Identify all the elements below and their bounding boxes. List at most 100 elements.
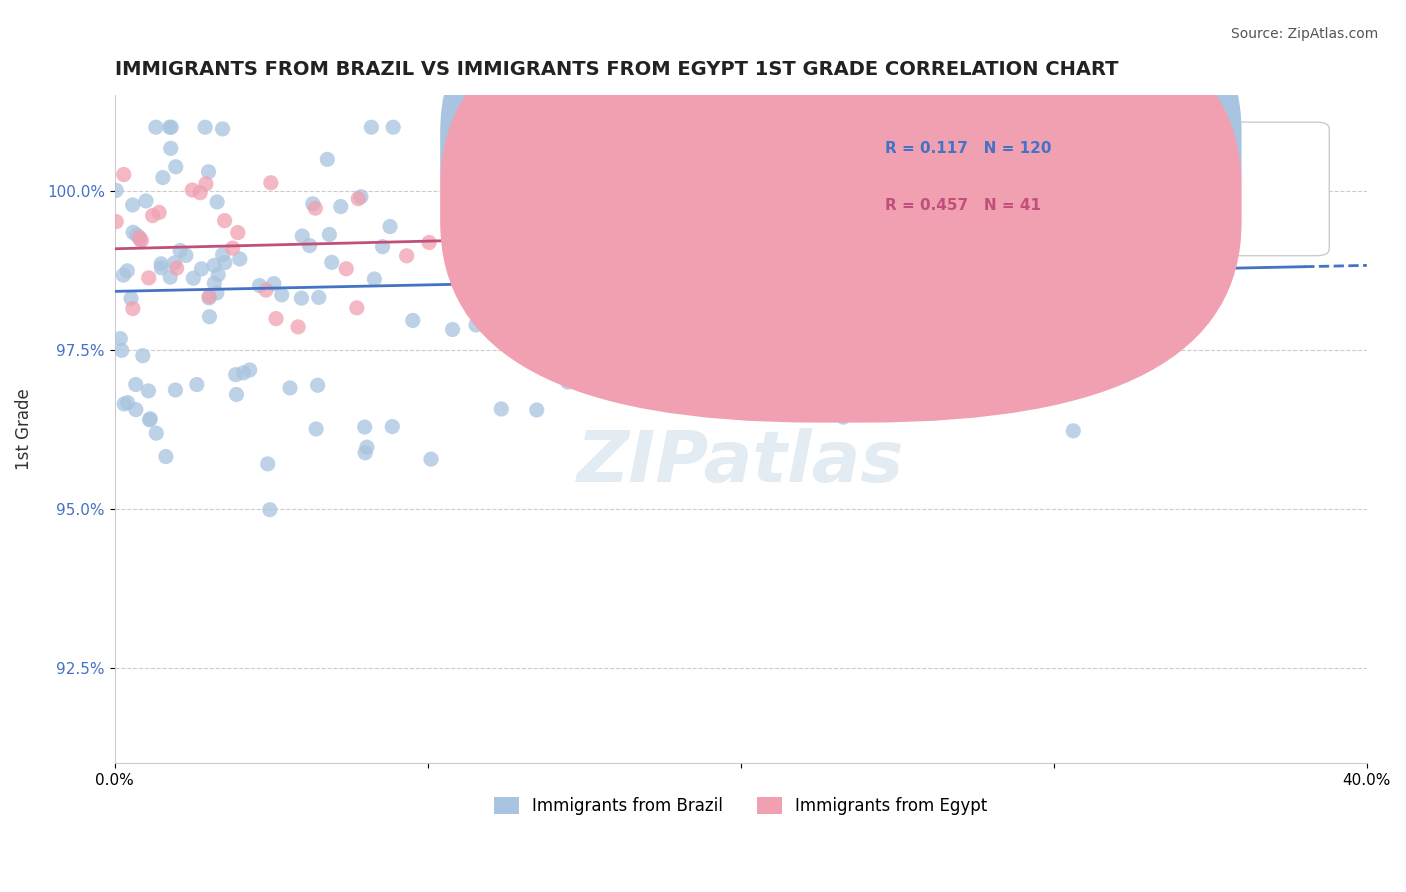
Immigrants from Brazil	[360, 120, 382, 135]
Immigrants from Brazil	[291, 229, 314, 244]
Immigrants from Brazil	[225, 368, 247, 382]
Immigrants from Brazil	[465, 318, 488, 332]
Immigrants from Egypt	[131, 234, 153, 248]
Immigrants from Brazil	[211, 248, 233, 262]
Immigrants from Brazil	[446, 219, 468, 234]
Immigrants from Brazil	[526, 403, 548, 417]
Immigrants from Egypt	[304, 201, 326, 215]
FancyBboxPatch shape	[790, 122, 1329, 256]
Immigrants from Egypt	[264, 311, 287, 326]
Immigrants from Egypt	[444, 253, 467, 268]
Immigrants from Brazil	[321, 255, 343, 269]
Immigrants from Brazil	[259, 502, 281, 516]
Immigrants from Brazil	[920, 120, 942, 135]
Immigrants from Brazil	[318, 227, 340, 242]
Immigrants from Brazil	[256, 457, 278, 471]
Immigrants from Brazil	[301, 196, 323, 211]
Immigrants from Brazil	[508, 217, 530, 231]
Immigrants from Brazil	[138, 384, 160, 398]
Immigrants from Brazil	[122, 225, 145, 239]
Immigrants from Egypt	[418, 235, 440, 250]
Text: Source: ZipAtlas.com: Source: ZipAtlas.com	[1230, 27, 1378, 41]
Immigrants from Brazil	[205, 194, 228, 209]
Immigrants from Brazil	[803, 405, 825, 419]
Immigrants from Brazil	[382, 120, 405, 135]
Immigrants from Brazil	[440, 181, 463, 195]
Immigrants from Egypt	[690, 172, 713, 186]
Immigrants from Egypt	[287, 319, 309, 334]
Immigrants from Brazil	[703, 189, 725, 203]
Immigrants from Brazil	[461, 120, 484, 135]
Immigrants from Brazil	[139, 412, 162, 426]
Immigrants from Egypt	[138, 271, 160, 285]
Immigrants from Brazil	[207, 268, 229, 282]
Immigrants from Brazil	[159, 141, 181, 155]
Immigrants from Brazil	[202, 258, 225, 272]
Immigrants from Brazil	[263, 277, 285, 291]
Immigrants from Brazil	[588, 234, 610, 248]
Immigrants from Brazil	[756, 358, 779, 372]
Immigrants from Brazil	[152, 170, 174, 185]
Immigrants from Brazil	[666, 204, 689, 219]
Immigrants from Egypt	[166, 261, 188, 276]
Immigrants from Brazil	[125, 377, 148, 392]
Immigrants from Brazil	[550, 211, 572, 225]
Immigrants from Brazil	[155, 450, 177, 464]
Immigrants from Brazil	[270, 288, 292, 302]
Immigrants from Brazil	[1064, 332, 1087, 346]
Immigrants from Egypt	[346, 301, 368, 315]
Immigrants from Brazil	[121, 198, 143, 212]
Immigrants from Brazil	[205, 285, 228, 300]
Immigrants from Brazil	[197, 165, 219, 179]
Immigrants from Brazil	[105, 183, 128, 197]
Immigrants from Brazil	[117, 395, 139, 409]
Immigrants from Brazil	[202, 277, 225, 291]
Immigrants from Egypt	[852, 205, 875, 219]
Immigrants from Brazil	[420, 452, 443, 467]
Immigrants from Brazil	[159, 270, 181, 285]
Immigrants from Egypt	[214, 213, 236, 227]
Immigrants from Brazil	[145, 426, 167, 441]
Immigrants from Brazil	[229, 252, 252, 266]
Immigrants from Brazil	[402, 313, 425, 327]
Immigrants from Brazil	[145, 120, 167, 135]
Y-axis label: 1st Grade: 1st Grade	[15, 388, 32, 470]
Immigrants from Brazil	[125, 228, 148, 243]
Immigrants from Brazil	[129, 232, 152, 246]
Immigrants from Brazil	[557, 375, 579, 389]
Immigrants from Brazil	[1062, 424, 1084, 438]
Immigrants from Egypt	[188, 186, 211, 200]
Text: R = 0.117   N = 120: R = 0.117 N = 120	[884, 141, 1052, 156]
Immigrants from Brazil	[513, 250, 536, 264]
Immigrants from Brazil	[378, 219, 401, 234]
Immigrants from Brazil	[832, 410, 855, 425]
Immigrants from Egypt	[128, 230, 150, 244]
Immigrants from Egypt	[447, 271, 470, 285]
Text: IMMIGRANTS FROM BRAZIL VS IMMIGRANTS FROM EGYPT 1ST GRADE CORRELATION CHART: IMMIGRANTS FROM BRAZIL VS IMMIGRANTS FRO…	[115, 60, 1118, 78]
Immigrants from Brazil	[290, 291, 312, 305]
Immigrants from Brazil	[165, 160, 187, 174]
Immigrants from Brazil	[117, 264, 139, 278]
Immigrants from Brazil	[509, 139, 531, 153]
Immigrants from Egypt	[679, 244, 702, 258]
Immigrants from Brazil	[110, 332, 132, 346]
FancyBboxPatch shape	[440, 0, 1241, 423]
Immigrants from Egypt	[254, 283, 277, 297]
Immigrants from Egypt	[395, 249, 418, 263]
Immigrants from Egypt	[335, 261, 357, 276]
Immigrants from Brazil	[1029, 355, 1052, 369]
Immigrants from Brazil	[169, 244, 191, 258]
Immigrants from Egypt	[515, 310, 537, 325]
Immigrants from Brazil	[463, 303, 485, 318]
Immigrants from Brazil	[491, 401, 513, 416]
Immigrants from Brazil	[165, 383, 187, 397]
Immigrants from Egypt	[810, 275, 832, 289]
Immigrants from Egypt	[142, 209, 165, 223]
FancyBboxPatch shape	[440, 0, 1241, 369]
Immigrants from Brazil	[198, 291, 221, 305]
Immigrants from Brazil	[211, 122, 233, 136]
Immigrants from Egypt	[1054, 192, 1077, 206]
Immigrants from Brazil	[132, 349, 155, 363]
Immigrants from Brazil	[350, 190, 373, 204]
Immigrants from Brazil	[160, 120, 183, 135]
